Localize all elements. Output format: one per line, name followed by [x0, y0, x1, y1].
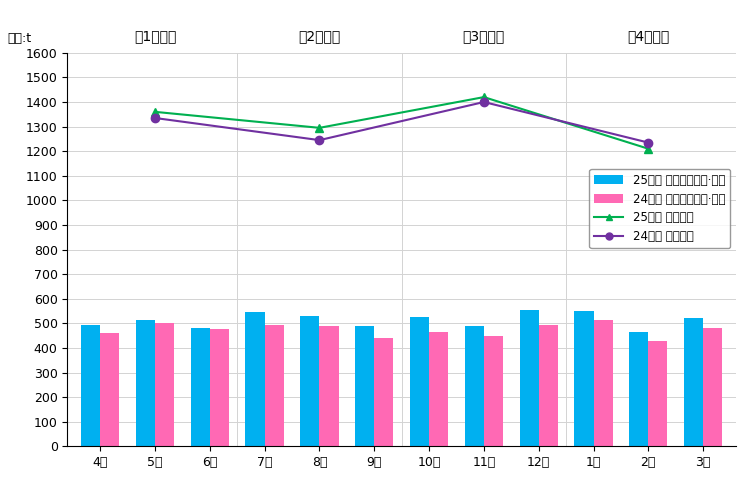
Legend: 25年度 ステーション·拠点, 24年度 ステーション·拠点, 25年度 集団回収, 24年度 集団回収: 25年度 ステーション·拠点, 24年度 ステーション·拠点, 25年度 集団回… [590, 169, 730, 248]
25年度 集団回収 [315, 125, 324, 131]
25年度 集団回収 [644, 146, 653, 151]
Bar [703, 328, 722, 446]
Bar [629, 332, 648, 446]
Bar [191, 328, 210, 446]
Bar [81, 325, 101, 446]
Bar [410, 317, 429, 446]
Bar [264, 325, 284, 446]
Bar [136, 319, 155, 446]
Line: 24年度 集団回収: 24年度 集団回収 [151, 98, 653, 147]
Bar [520, 310, 538, 446]
Text: 第3四半期: 第3四半期 [463, 29, 505, 43]
Bar [429, 332, 448, 446]
Bar [374, 338, 394, 446]
Bar [684, 318, 703, 446]
Bar [155, 323, 174, 446]
Bar [319, 326, 339, 446]
Text: 単位:t: 単位:t [8, 32, 32, 45]
25年度 集団回収 [479, 94, 488, 100]
24年度 集団回収 [644, 140, 653, 146]
Bar [465, 326, 484, 446]
Text: 第4四半期: 第4四半期 [627, 29, 669, 43]
Bar [246, 312, 264, 446]
Text: 第1四半期: 第1四半期 [134, 29, 176, 43]
Bar [648, 341, 668, 446]
Bar [300, 316, 319, 446]
25年度 集団回収 [150, 109, 159, 115]
24年度 集団回収 [315, 137, 324, 143]
Bar [484, 335, 503, 446]
Line: 25年度 集団回収: 25年度 集団回収 [151, 93, 653, 153]
Text: 第2四半期: 第2四半期 [298, 29, 341, 43]
Bar [210, 330, 229, 446]
Bar [575, 311, 593, 446]
24年度 集団回収 [150, 115, 159, 121]
Bar [593, 319, 613, 446]
Bar [101, 333, 119, 446]
24年度 集団回収 [479, 99, 488, 105]
Bar [538, 325, 558, 446]
Bar [355, 326, 374, 446]
